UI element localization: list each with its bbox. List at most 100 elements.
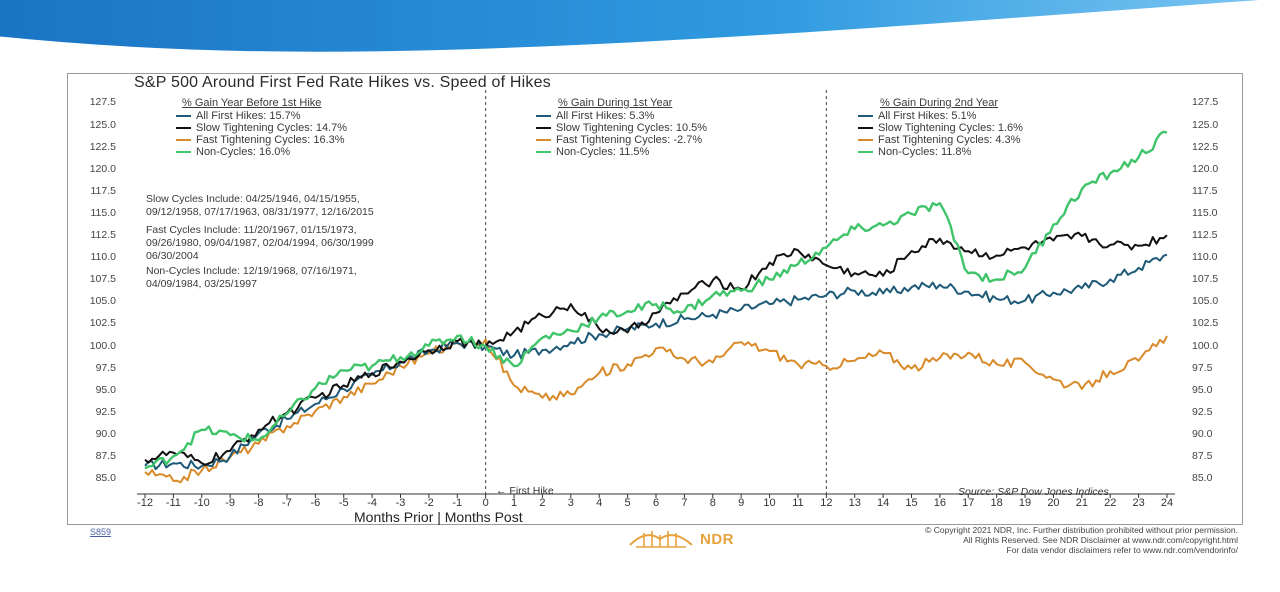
legend-swatch-slow xyxy=(176,127,191,129)
first-hike-label: First Hike xyxy=(509,485,554,497)
y-tick-label-right: 95.0 xyxy=(1192,383,1213,396)
first-hike-annotation: ← First Hike xyxy=(496,485,554,497)
legend-item: Slow Tightening Cycles: 1.6% xyxy=(858,122,1023,134)
x-tick-label: 10 xyxy=(763,497,776,509)
arrow-left-icon: ← xyxy=(496,485,510,497)
x-tick-label: -1 xyxy=(452,497,463,509)
x-tick-label: 14 xyxy=(876,497,890,509)
legend-item: Fast Tightening Cycles: 4.3% xyxy=(858,134,1023,146)
y-tick-label-left: 127.5 xyxy=(89,96,116,109)
y-tick-label-left: 87.5 xyxy=(95,450,116,463)
y-tick-label-right: 120.0 xyxy=(1192,162,1219,175)
y-tick-label-left: 85.0 xyxy=(95,472,116,485)
y-tick-label-right: 125.0 xyxy=(1192,118,1219,131)
y-tick-label-left: 102.5 xyxy=(89,317,116,330)
y-tick-label-left: 97.5 xyxy=(95,361,116,374)
y-tick-label-left: 105.0 xyxy=(89,295,116,308)
legend-label: Non-Cycles: 11.5% xyxy=(556,146,650,158)
y-tick-label-right: 102.5 xyxy=(1192,317,1219,330)
x-tick-label: 0 xyxy=(482,497,489,509)
legend-swatch-slow xyxy=(536,127,551,129)
x-tick-label: -2 xyxy=(423,497,434,509)
copyright-line: © Copyright 2021 NDR, Inc. Further distr… xyxy=(925,525,1238,535)
legend-swatch-slow xyxy=(858,127,873,129)
copyright-line: For data vendor disclaimers refer to www… xyxy=(1006,545,1239,555)
x-tick-label: 6 xyxy=(652,497,660,509)
x-axis-label: Months Prior | Months Post xyxy=(354,509,523,525)
y-tick-label-right: 105.0 xyxy=(1192,295,1219,308)
x-tick-label: 19 xyxy=(1018,497,1032,509)
legend-swatch-fast xyxy=(536,139,551,141)
legend-swatch-non xyxy=(858,151,873,153)
note-line: Non-Cycles Include: 12/19/1968, 07/16/19… xyxy=(146,265,357,277)
legend-label: Fast Tightening Cycles: 4.3% xyxy=(878,134,1021,146)
x-tick-label: -11 xyxy=(165,497,181,509)
note-line: Fast Cycles Include: 11/20/1967, 01/15/1… xyxy=(146,224,357,236)
legend-label: Fast Tightening Cycles: 16.3% xyxy=(196,134,345,146)
y-tick-label-left: 110.0 xyxy=(90,251,117,264)
y-tick-label-right: 90.0 xyxy=(1192,427,1213,440)
x-tick-label: -8 xyxy=(253,497,264,509)
x-tick-label: -10 xyxy=(193,497,210,509)
x-tick-label: -3 xyxy=(395,497,406,509)
x-tick-label: 16 xyxy=(933,497,946,509)
y-tick-label-left: 90.0 xyxy=(95,427,116,440)
note-line: 04/09/1984, 03/25/1997 xyxy=(146,278,257,290)
y-tick-label-left: 112.5 xyxy=(90,229,117,242)
legend-item: All First Hikes: 5.3% xyxy=(536,110,707,122)
legend-swatch-fast xyxy=(858,139,873,141)
x-tick-label: -4 xyxy=(367,497,377,509)
y-tick-label-right: 107.5 xyxy=(1192,273,1219,286)
x-tick-label: 7 xyxy=(681,497,688,509)
legend-label: Non-Cycles: 11.8% xyxy=(878,146,972,158)
legend-swatch-all xyxy=(536,115,551,117)
y-tick-label-right: 97.5 xyxy=(1192,361,1213,374)
source-note: Source: S&P Dow Jones Indices xyxy=(958,486,1109,498)
chart-title: S&P 500 Around First Fed Rate Hikes vs. … xyxy=(134,74,551,91)
header-banner xyxy=(0,0,1280,55)
x-tick-label: 2 xyxy=(539,497,546,509)
legend-item: Fast Tightening Cycles: 16.3% xyxy=(176,134,347,146)
note-line: 09/12/1958, 07/17/1963, 08/31/1977, 12/1… xyxy=(146,206,374,218)
legend-item: Slow Tightening Cycles: 14.7% xyxy=(176,122,347,134)
legend-label: Fast Tightening Cycles: -2.7% xyxy=(556,134,703,146)
legend-label: All First Hikes: 5.3% xyxy=(556,110,655,122)
legend-item: Fast Tightening Cycles: -2.7% xyxy=(536,134,707,146)
legend-heading: % Gain During 2nd Year xyxy=(880,97,999,109)
legend-label: Non-Cycles: 16.0% xyxy=(196,146,291,158)
y-tick-label-right: 92.5 xyxy=(1192,405,1213,418)
y-tick-label-right: 127.5 xyxy=(1192,96,1219,109)
y-tick-label-left: 120.0 xyxy=(89,162,116,175)
legend-item: Non-Cycles: 16.0% xyxy=(176,146,347,158)
y-tick-label-left: 125.0 xyxy=(89,118,116,131)
legend-heading: % Gain Year Before 1st Hike xyxy=(182,97,322,109)
x-tick-label: 11 xyxy=(792,497,804,509)
x-tick-label: 21 xyxy=(1075,497,1088,509)
legend-panel-first-year: % Gain During 1st Year All First Hikes: … xyxy=(536,97,707,158)
y-tick-label-left: 122.5 xyxy=(89,140,116,153)
ndr-logo-text: NDR xyxy=(700,531,734,548)
legend-label: Slow Tightening Cycles: 14.7% xyxy=(196,122,348,134)
fast-cycles-note: Fast Cycles Include: 11/20/1967, 01/15/1… xyxy=(146,224,374,263)
note-line: Slow Cycles Include: 04/25/1946, 04/15/1… xyxy=(146,193,360,205)
y-tick-label-right: 122.5 xyxy=(1192,140,1219,153)
y-tick-label-left: 95.0 xyxy=(95,383,116,396)
legend-swatch-non xyxy=(536,151,551,153)
y-tick-label-right: 115.0 xyxy=(1192,206,1218,219)
x-tick-label: 8 xyxy=(709,497,716,509)
y-tick-label-left: 115.0 xyxy=(90,206,117,219)
legend-heading: % Gain During 1st Year xyxy=(558,97,673,109)
y-tick-label-left: 107.5 xyxy=(89,273,116,286)
x-tick-label: -7 xyxy=(282,497,292,509)
legend-item: All First Hikes: 15.7% xyxy=(176,110,347,122)
legend-item: Non-Cycles: 11.8% xyxy=(858,146,1023,158)
y-tick-label-right: 87.5 xyxy=(1192,450,1213,463)
x-tick-label: 22 xyxy=(1104,497,1117,509)
copyright-line: All Rights Reserved. See NDR Disclaimer … xyxy=(963,535,1238,545)
legend-swatch-fast xyxy=(176,139,191,141)
slow-cycles-note: Slow Cycles Include: 04/25/1946, 04/15/1… xyxy=(146,193,374,219)
x-tick-label: 24 xyxy=(1160,497,1174,509)
x-tick-label: -5 xyxy=(338,497,349,509)
non-cycles-note: Non-Cycles Include: 12/19/1968, 07/16/19… xyxy=(146,265,357,291)
legend-panel-second-year: % Gain During 2nd Year All First Hikes: … xyxy=(858,97,1023,158)
